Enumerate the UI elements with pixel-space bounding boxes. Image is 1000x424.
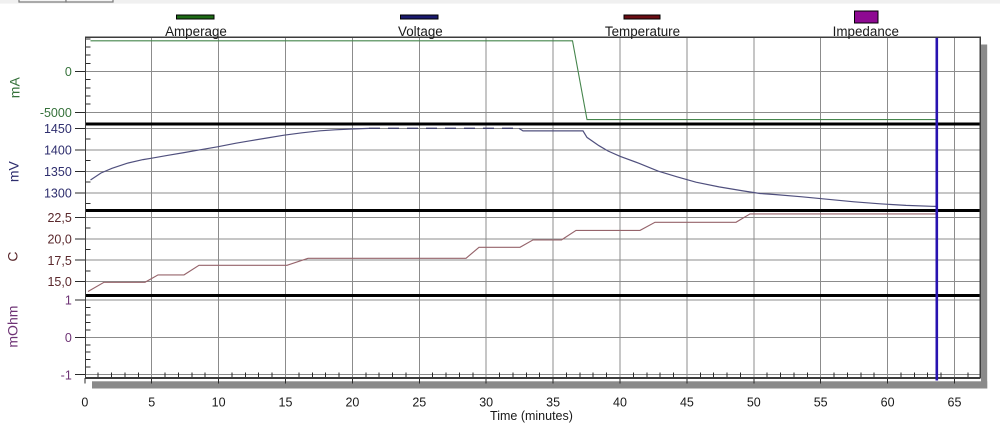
svg-text:Time (minutes): Time (minutes) — [490, 409, 573, 423]
svg-text:0: 0 — [65, 331, 72, 345]
svg-text:1: 1 — [65, 294, 72, 308]
svg-text:20,0: 20,0 — [47, 233, 71, 247]
svg-text:mA: mA — [7, 77, 23, 99]
svg-text:22,5: 22,5 — [47, 211, 71, 225]
svg-text:1350: 1350 — [44, 165, 72, 179]
svg-text:50: 50 — [747, 395, 761, 409]
svg-text:mV: mV — [6, 160, 22, 182]
svg-text:1450: 1450 — [44, 122, 72, 136]
svg-text:55: 55 — [814, 395, 828, 409]
svg-text:Voltage: Voltage — [398, 24, 443, 39]
svg-text:25: 25 — [412, 395, 426, 409]
svg-text:-5000: -5000 — [40, 106, 72, 120]
svg-text:Amperage: Amperage — [165, 24, 227, 39]
svg-text:35: 35 — [546, 395, 560, 409]
svg-text:C: C — [5, 251, 21, 261]
svg-text:1400: 1400 — [44, 144, 72, 158]
svg-text:45: 45 — [680, 395, 694, 409]
svg-text:-1: -1 — [61, 368, 72, 382]
svg-text:15: 15 — [279, 395, 293, 409]
svg-text:20: 20 — [345, 395, 359, 409]
svg-text:0: 0 — [65, 65, 72, 79]
svg-text:65: 65 — [948, 395, 962, 409]
svg-text:5: 5 — [148, 395, 155, 409]
svg-text:15,0: 15,0 — [47, 275, 71, 289]
svg-text:60: 60 — [881, 395, 895, 409]
svg-text:Impedance: Impedance — [833, 24, 899, 39]
svg-text:10: 10 — [212, 395, 226, 409]
svg-text:Temperature: Temperature — [605, 24, 680, 39]
svg-text:30: 30 — [479, 395, 493, 409]
svg-text:1300: 1300 — [44, 187, 72, 201]
svg-text:17,5: 17,5 — [47, 254, 71, 268]
svg-text:40: 40 — [613, 395, 627, 409]
svg-text:mOhm: mOhm — [5, 306, 21, 348]
svg-text:0: 0 — [81, 395, 88, 409]
